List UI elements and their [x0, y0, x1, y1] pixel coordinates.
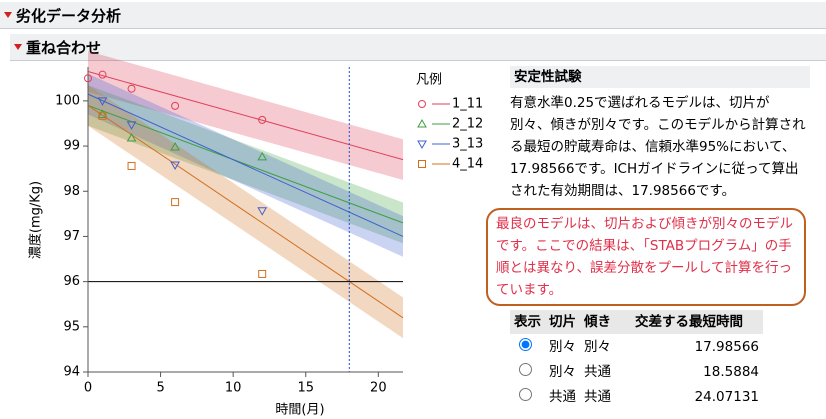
table-cell: 共通 [584, 363, 611, 380]
legend-label: 2_12 [452, 117, 483, 132]
x-tick-label: 0 [84, 381, 92, 396]
title-bar[interactable]: 劣化データ分析 [0, 2, 826, 29]
title: 劣化データ分析 [16, 6, 122, 25]
point [258, 115, 267, 124]
column-header: 表示 [510, 310, 545, 334]
chart: 時間(月) 濃度(mg/Kg) 凡例 94 95 96 97 98 99 100 0 5 10 15… [28, 51, 483, 418]
point [171, 198, 180, 207]
legend-marker [417, 118, 427, 128]
table-cell: 18.5884 [703, 363, 759, 380]
y-tick-label: 100 [55, 93, 80, 108]
x-tick-label: 20 [370, 381, 387, 396]
table-cell: 別々 [549, 338, 576, 355]
column-header: 傾き [580, 310, 615, 334]
legend-label: 1_11 [452, 97, 483, 112]
point [126, 132, 137, 142]
column-header: 切片 [545, 310, 580, 334]
point [98, 111, 107, 120]
y-tick-label: 95 [63, 319, 80, 334]
radio-cell [510, 384, 545, 409]
point [84, 74, 92, 83]
column-header: 交差する最短時間 [615, 310, 763, 334]
table-cell: 24.07131 [694, 388, 759, 405]
table-cell: 共通 [549, 388, 576, 405]
report-note: 最良のモデルは、切片および傾きが別々のモデルです。ここでの結果は、「STABプロ… [486, 208, 806, 306]
x-tick-label: 5 [156, 381, 164, 396]
section-title: 重ね合わせ [26, 38, 102, 57]
x-axis-title: 時間(月) [275, 403, 324, 418]
y-tick-label: 96 [63, 274, 80, 289]
fit-line [87, 104, 404, 319]
disclosure[interactable] [14, 44, 22, 50]
radio-cell [510, 334, 545, 359]
legend-label: 4_14 [452, 157, 483, 172]
point [97, 97, 108, 106]
y-tick-label: 99 [63, 139, 80, 154]
point [258, 269, 267, 278]
legend-marker [418, 160, 426, 168]
radio-button[interactable] [519, 338, 532, 351]
table: 表示 切片 傾き 交差する最短時間 別々 別々 17.98566 別々 共通 18.5884 共通共… [510, 310, 763, 409]
legend-label: 3_13 [452, 137, 483, 152]
legend-title: 凡例 [416, 73, 442, 88]
table-row: 別々 別々 17.98566 [510, 334, 763, 359]
table-cell: 別々 [549, 363, 576, 380]
y-axis-title: 濃度(mg/Kg) [28, 181, 44, 259]
point [98, 70, 107, 79]
report-title: 安定性試験 [510, 66, 810, 88]
point [127, 161, 136, 170]
point [97, 109, 108, 118]
radio-button[interactable] [519, 363, 532, 376]
point [170, 141, 180, 151]
point [171, 101, 180, 110]
report: 安定性試験 有意水準0.25で選ばれるモデルは、切片が別々、傾きが別々です。この… [486, 66, 810, 409]
table-row: 別々 共通 18.5884 [510, 359, 763, 384]
fit-line [87, 93, 404, 237]
table-row: 共通 共通 24.07131 [510, 384, 763, 409]
fit-line [87, 104, 404, 224]
point [127, 84, 136, 93]
table-cell: 別々 [584, 338, 611, 355]
x-tick-label: 10 [225, 381, 242, 396]
radio-cell [510, 359, 545, 384]
point [170, 161, 180, 171]
radio-button[interactable] [519, 388, 532, 401]
y-tick-label: 97 [63, 229, 80, 244]
table-cell: 17.98566 [694, 338, 759, 355]
point [126, 121, 137, 130]
x-tick-label: 15 [297, 381, 314, 396]
point [257, 151, 268, 161]
y-tick-label: 98 [63, 184, 80, 199]
legend-marker [418, 100, 426, 108]
disclosure[interactable] [4, 12, 12, 18]
report-text: 有意水準0.25で選ばれるモデルは、切片が別々、傾きが別々です。このモデルから計… [510, 95, 806, 199]
point [257, 207, 268, 216]
table-cell: 共通 [584, 388, 611, 405]
legend-marker [417, 140, 427, 150]
section-bar[interactable]: 重ね合わせ [10, 34, 826, 61]
y-tick-label: 94 [63, 365, 80, 380]
fit-line [87, 71, 404, 161]
